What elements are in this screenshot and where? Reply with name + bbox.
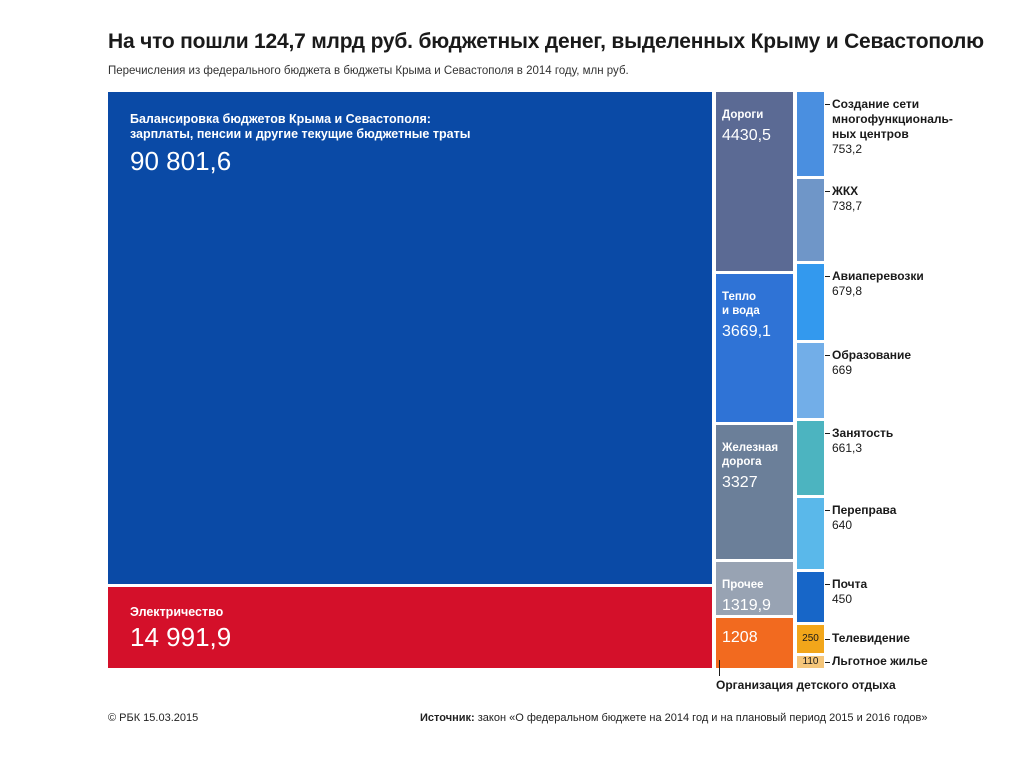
- treemap-item-10-name: Образование: [832, 348, 912, 362]
- treemap-item-13-external-label: Почта 450: [832, 577, 867, 607]
- treemap-item-2-value: 4430,5: [722, 127, 771, 144]
- source-label: Источник:: [420, 712, 475, 724]
- treemap-item-7-name: Создание сети многофункциональ- ных цент…: [832, 97, 953, 141]
- treemap-item-11-name: Занятость: [832, 426, 894, 440]
- treemap-item-9-value: 679,8: [832, 284, 863, 298]
- treemap-item-9-name: Авиаперевозки: [832, 269, 924, 283]
- treemap-item-8: [797, 179, 824, 261]
- treemap-item-0: Балансировка бюджетов Крыма и Севастопол…: [108, 92, 712, 584]
- source-text: закон «О федеральном бюджете на 2014 год…: [474, 712, 928, 724]
- treemap-item-15: [797, 656, 824, 668]
- treemap-item-3-label: Тепло и вода: [722, 291, 760, 317]
- treemap-item-14-external-label: Телевидение: [832, 631, 910, 646]
- treemap-item-10: [797, 343, 824, 418]
- treemap-item-1: Электричество 14 991,9: [108, 587, 712, 668]
- treemap-item-9: [797, 264, 824, 340]
- treemap-item-2-label: Дороги: [722, 109, 764, 121]
- leader-line: [825, 584, 830, 585]
- treemap-item-7-external-label: Создание сети многофункциональ- ных цент…: [832, 97, 953, 157]
- treemap-item-13: [797, 572, 824, 622]
- treemap-item-5-value: 1319,9: [722, 597, 771, 614]
- leader-line: [825, 662, 830, 663]
- treemap-item-4-value: 3327: [722, 474, 758, 491]
- leader-line: [825, 276, 830, 277]
- treemap-item-0-value: 90 801,6: [130, 146, 232, 176]
- leader-line: [825, 191, 830, 192]
- treemap-item-14-name: Телевидение: [832, 631, 910, 645]
- leader-line: [825, 639, 830, 640]
- treemap-item-3: Тепло и вода 3669,1: [716, 274, 793, 422]
- treemap-item-8-name: ЖКХ: [832, 184, 859, 198]
- treemap-item-1-value: 14 991,9: [130, 622, 232, 652]
- treemap-item-13-name: Почта: [832, 577, 868, 591]
- treemap-item-6-value: 1208: [722, 629, 758, 646]
- treemap-item-6-external-label: Организация детского отдыха: [716, 678, 896, 693]
- treemap-item-1-label: Электричество: [130, 605, 224, 619]
- treemap-item-4: Железная дорога 3327: [716, 425, 793, 559]
- chart-title: На что пошли 124,7 млрд руб. бюджетных д…: [108, 30, 984, 53]
- treemap-item-12-value: 640: [832, 518, 853, 532]
- treemap-item-5: Прочее 1319,9: [716, 562, 793, 615]
- chart-subtitle: Перечисления из федерального бюджета в б…: [108, 65, 629, 77]
- treemap-item-10-external-label: Образование 669: [832, 348, 911, 378]
- treemap-item-15-name: Льготное жилье: [832, 654, 928, 668]
- treemap-item-15-external-label: Льготное жилье: [832, 654, 928, 669]
- treemap-item-9-external-label: Авиаперевозки 679,8: [832, 269, 924, 299]
- leader-line: [719, 660, 720, 676]
- treemap-item-10-value: 669: [832, 363, 853, 377]
- leader-line: [825, 433, 830, 434]
- treemap-item-3-value: 3669,1: [722, 323, 771, 340]
- treemap-item-6-name: Организация детского отдыха: [716, 678, 896, 692]
- treemap-item-12-name: Переправа: [832, 503, 897, 517]
- treemap-item-14-value: 250: [802, 633, 819, 644]
- treemap-item-12: [797, 498, 824, 569]
- treemap-item-13-value: 450: [832, 592, 853, 606]
- treemap-item-6: 1208: [716, 618, 793, 668]
- footer-source: Источник: закон «О федеральном бюджете н…: [420, 712, 927, 724]
- treemap-item-4-label: Железная дорога: [722, 442, 779, 468]
- treemap-item-7-value: 753,2: [832, 142, 863, 156]
- treemap-item-14: [797, 625, 824, 653]
- treemap-item-8-value: 738,7: [832, 199, 863, 213]
- treemap-item-11: [797, 421, 824, 495]
- treemap-item-12-external-label: Переправа 640: [832, 503, 896, 533]
- treemap-item-2: Дороги 4430,5: [716, 92, 793, 271]
- leader-line: [825, 355, 830, 356]
- treemap-item-0-label: Балансировка бюджетов Крыма и Севастопол…: [130, 112, 471, 141]
- leader-line: [825, 510, 830, 511]
- treemap-item-11-external-label: Занятость 661,3: [832, 426, 893, 456]
- treemap-item-15-value: 110: [802, 656, 819, 667]
- footer-credit: © РБК 15.03.2015: [108, 712, 199, 724]
- treemap-item-7: [797, 92, 824, 176]
- treemap-item-8-external-label: ЖКХ 738,7: [832, 184, 862, 214]
- treemap-item-11-value: 661,3: [832, 441, 863, 455]
- leader-line: [825, 104, 830, 105]
- treemap-item-5-label: Прочее: [722, 579, 764, 591]
